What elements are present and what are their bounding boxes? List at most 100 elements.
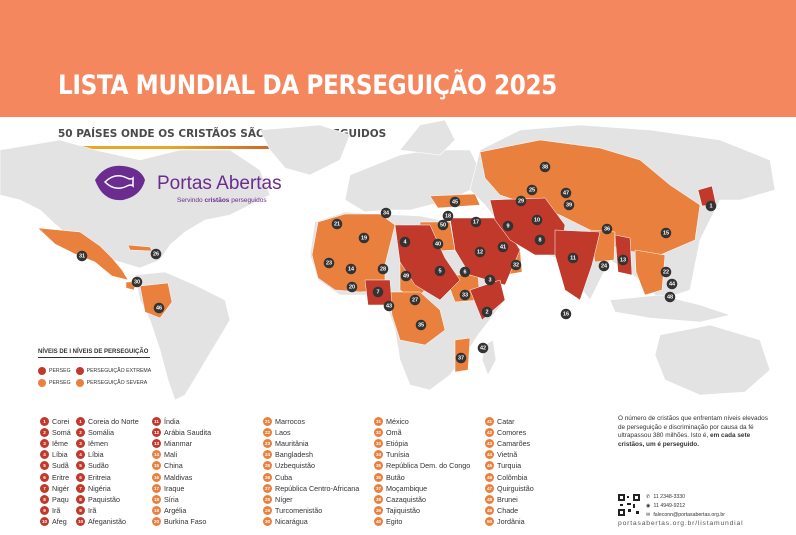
rank-badge: 5 bbox=[76, 461, 85, 471]
map-marker-48: 48 bbox=[664, 291, 676, 303]
map-marker-dot bbox=[434, 265, 446, 277]
country-list-item: 19 Argélia bbox=[152, 506, 186, 516]
map-marker-22: 22 bbox=[660, 266, 672, 278]
country-list-item: 25 Uzbequistão bbox=[263, 461, 315, 471]
map-marker-label: 25 bbox=[529, 187, 535, 193]
map-marker-dot bbox=[153, 302, 165, 314]
country-name: Uzbequistão bbox=[275, 461, 315, 471]
map-marker-50: 50 bbox=[437, 219, 449, 231]
country-list-item: 1 Corei bbox=[40, 416, 69, 426]
rank-badge: 45 bbox=[485, 461, 494, 471]
country-list-item: 2 Somália bbox=[76, 427, 114, 437]
rank-badge: 10 bbox=[76, 517, 85, 527]
rank-badge: 34 bbox=[374, 450, 383, 460]
country-list-item: 7 Nigéria bbox=[76, 483, 111, 493]
email-link[interactable]: faleconn@portasabertas.org.br bbox=[653, 512, 725, 518]
map-marker-dot bbox=[76, 250, 88, 262]
map-marker-15: 15 bbox=[660, 227, 672, 239]
map-marker-43: 43 bbox=[383, 300, 395, 312]
country-name: Nigér bbox=[52, 483, 70, 493]
map-marker-dot bbox=[477, 342, 489, 354]
country-name: Iême bbox=[52, 438, 68, 448]
map-marker-label: 28 bbox=[380, 266, 386, 272]
extreme-dot-icon-2 bbox=[75, 367, 84, 375]
map-marker-17: 17 bbox=[470, 216, 482, 228]
region-india bbox=[554, 229, 601, 301]
country-list-item: 10 Afeg bbox=[40, 517, 67, 527]
map-marker-32: 32 bbox=[510, 259, 522, 271]
map-marker-dot bbox=[409, 294, 421, 306]
map-marker-30: 30 bbox=[131, 276, 143, 288]
rank-badge: 3 bbox=[40, 438, 49, 448]
map-marker-label: 37 bbox=[458, 355, 464, 361]
map-marker-46: 46 bbox=[153, 302, 165, 314]
country-list-item: 49 Chade bbox=[485, 506, 518, 516]
map-marker-label: 44 bbox=[669, 281, 676, 287]
country-list-item: 14 Mali bbox=[152, 450, 177, 460]
rank-badge: 9 bbox=[40, 506, 49, 516]
country-name: Coreia do Norte bbox=[88, 416, 139, 426]
map-marker-dot bbox=[705, 200, 717, 212]
map-marker-label: 43 bbox=[386, 303, 392, 309]
country-name: Moçambique bbox=[386, 483, 428, 493]
map-marker-23: 23 bbox=[323, 257, 335, 269]
info-highlight: em cada sete cristãos, um é perseguido. bbox=[618, 432, 751, 448]
country-list-item: 9 Irã bbox=[76, 506, 96, 516]
severe-dot-icon-2 bbox=[75, 379, 84, 387]
country-list-item: 18 Síria bbox=[152, 494, 179, 504]
region-laos-vietnam bbox=[634, 249, 666, 296]
map-marker-dot bbox=[534, 234, 546, 246]
map-marker-dot bbox=[660, 266, 672, 278]
map-marker-7: 7 bbox=[372, 286, 384, 298]
country-name: Somália bbox=[88, 427, 114, 437]
website-link[interactable]: portasabertas.org.br/listamundial bbox=[618, 520, 744, 527]
map-marker-42: 42 bbox=[477, 342, 489, 354]
map-marker-dot bbox=[601, 223, 613, 235]
map-marker-dot bbox=[150, 248, 162, 260]
country-name: Turquia bbox=[497, 461, 522, 471]
rank-badge: 20 bbox=[152, 517, 161, 527]
rank-badge: 4 bbox=[40, 450, 49, 460]
brand-logo: Portas Abertas Servindo cristãos persegu… bbox=[95, 162, 295, 217]
map-marker-label: 49 bbox=[403, 273, 409, 279]
map-marker-41: 41 bbox=[497, 241, 509, 253]
map-marker-47: 47 bbox=[560, 187, 572, 199]
qr-code-icon[interactable] bbox=[618, 494, 640, 516]
country-name: Bangladesh bbox=[275, 450, 313, 460]
map-marker-label: 47 bbox=[563, 190, 569, 196]
country-name: Iêmen bbox=[88, 438, 108, 448]
map-marker-label: 11 bbox=[570, 255, 576, 261]
country-name: Omã bbox=[386, 427, 402, 437]
contact-email[interactable]: ✉ faleconn@portasabertas.org.br bbox=[646, 512, 725, 518]
country-name: Sudã bbox=[52, 461, 69, 471]
logo-graphic: Portas Abertas Servindo cristãos persegu… bbox=[95, 165, 282, 204]
land-australia bbox=[654, 324, 771, 396]
country-name: Síria bbox=[164, 494, 179, 504]
map-marker-label: 27 bbox=[412, 297, 418, 303]
map-marker-20: 20 bbox=[346, 281, 358, 293]
mail-icon: ✉ bbox=[646, 512, 651, 518]
map-marker-label: 7 bbox=[376, 289, 379, 295]
map-marker-8: 8 bbox=[534, 234, 546, 246]
country-name: Argélia bbox=[164, 506, 187, 516]
extreme-dot-icon bbox=[38, 367, 46, 375]
country-name: Turcomenistão bbox=[275, 506, 323, 516]
rank-badge: 48 bbox=[485, 494, 494, 504]
country-list-item: 37 Moçambique bbox=[374, 483, 427, 493]
rank-badge: 35 bbox=[374, 461, 383, 471]
country-list-item: 10 Afeganistão bbox=[76, 517, 126, 527]
logo-ichthys-icon bbox=[95, 165, 145, 201]
country-list-item: 50 Jordânia bbox=[485, 517, 525, 527]
country-name: México bbox=[386, 416, 409, 426]
region-iran-afghanistan-pakistan bbox=[489, 197, 566, 256]
country-name: Eritreia bbox=[88, 472, 111, 482]
brand-tagline: Servindo cristãos perseguidos bbox=[177, 197, 267, 204]
region-central-africa bbox=[389, 291, 446, 346]
country-name: Egito bbox=[386, 517, 403, 527]
country-name: Chade bbox=[497, 506, 519, 516]
rank-badge: 50 bbox=[485, 517, 494, 527]
map-marker-label: 21 bbox=[334, 221, 340, 227]
map-marker-dot bbox=[481, 306, 493, 318]
rank-badge: 33 bbox=[374, 438, 383, 448]
